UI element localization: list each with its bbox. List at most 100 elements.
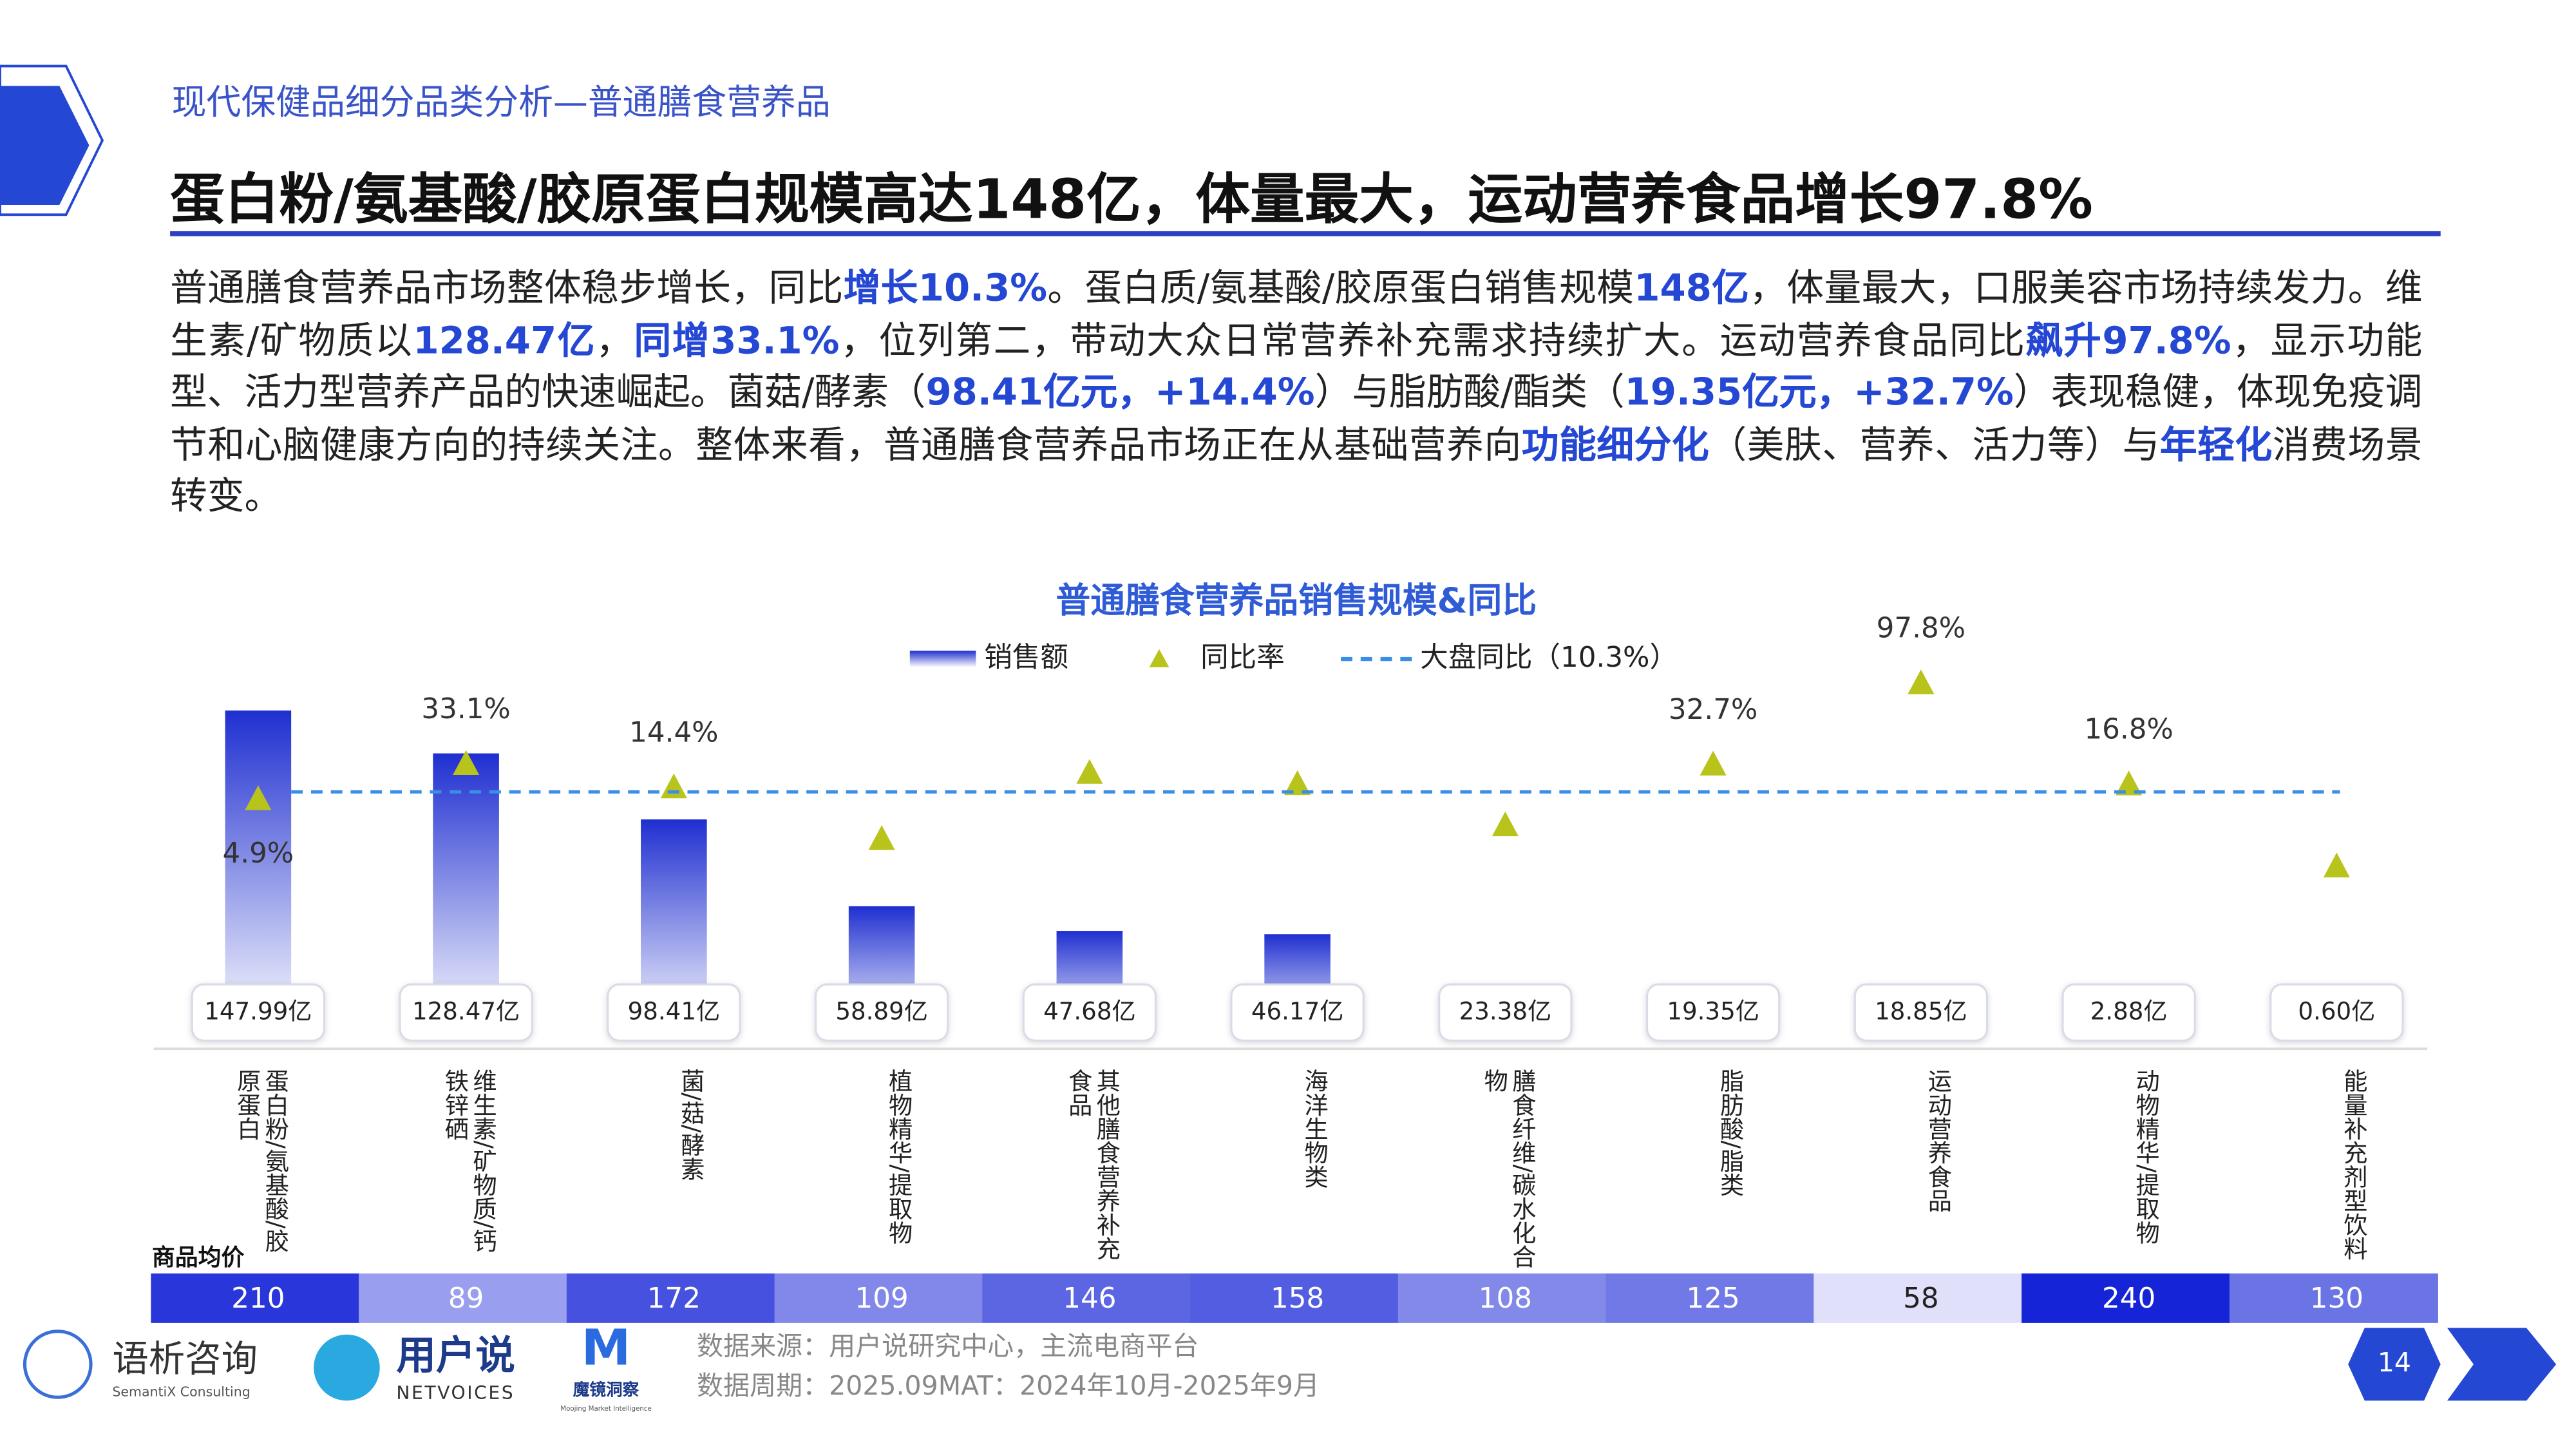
bar [225,711,292,1036]
value-label-box [1853,983,1988,1042]
value-label: 58.89亿 [835,997,928,1025]
price-value: 125 [1687,1283,1740,1315]
growth-marker [1700,750,1727,776]
text: 消费场景转变。 [170,423,2423,519]
x-tick-label: 能量补充剂型饮料 [2340,1068,2367,1261]
highlight: 年轻化 [2159,423,2273,467]
value-label: 33.1% [421,693,510,725]
highlight: 148亿 [1634,267,1750,311]
price-value: 158 [1271,1283,1324,1315]
value-label: 2.88亿 [2090,997,2168,1025]
price-cell [2022,1273,2231,1323]
highlight: 128.47亿 [413,320,596,363]
brand-sub: NETVOICES [396,1382,515,1404]
value-label: 46.17亿 [1251,997,1344,1025]
value-label-box [191,983,325,1042]
price-cell [566,1273,775,1323]
price-value: 240 [2102,1283,2155,1315]
growth-marker [1076,759,1103,784]
price-value: 130 [2310,1283,2363,1315]
text: 普通膳食营养品市场整体稳步增长，同比 [170,267,844,311]
value-label: 32.7% [1669,694,1757,726]
text: （美肤、营养、活力等）与 [1709,423,2160,467]
text: 。蛋白质/氨基酸/胶原蛋白销售规模 [1047,267,1634,311]
growth-marker [245,785,272,810]
price-cell [1397,1273,1607,1323]
highlight: 98.41亿元，+14.4% [925,371,1315,415]
highlight: 增长10.3% [843,267,1048,311]
brand: 魔镜洞察 [573,1380,639,1400]
x-tick-label: 脂肪酸/脂类 [1716,1068,1743,1197]
value-label-box [1646,983,1781,1042]
decoration [0,86,90,205]
growth-marker [868,825,895,850]
price-value: 89 [448,1283,484,1315]
value-label-box [1438,983,1573,1042]
value-label-box [2061,983,2196,1042]
value-label: 4.9% [223,837,294,870]
text: ）表现稳健，体现免疫调节和心脑健康方向的持续关注。整体来看，普通膳食营养品市场正… [170,371,2423,467]
price-cell [774,1273,983,1323]
growth-marker [2323,852,2350,878]
chart-title: 普通膳食营养品销售规模&同比 [1056,580,1537,621]
highlight: 功能细分化 [1521,423,1710,467]
section-title: 现代保健品细分品类分析—普通膳食营养品 [171,82,831,122]
logo [23,1330,93,1399]
page-badge [2348,1328,2441,1401]
legend-label: 大盘同比（10.3%） [1420,642,1678,674]
brand: 语析咨询 [112,1338,258,1380]
text: ，位列第二，带动大众日常营养补充需求持续扩大。运动营养食品同比 [839,320,2026,363]
logo [314,1334,380,1401]
summary: 普通膳食营养品市场整体稳步增长，同比增长10.3%。蛋白质/氨基酸/胶原蛋白销售… [170,264,2422,524]
price-cell [151,1273,360,1323]
highlight: 19.35亿元，+32.7% [1624,371,2014,415]
x-tick-label: 菌/菇/酵素 [677,1068,704,1181]
value-label: 14.4% [629,716,718,749]
price-cell [1605,1273,1815,1323]
price-value: 210 [231,1283,285,1315]
highlight: 同增33.1% [634,320,840,363]
growth-marker [453,750,480,776]
value-label-box [1230,983,1365,1042]
price-value: 146 [1063,1283,1116,1315]
page-number: 14 [2378,1347,2411,1378]
value-label: 19.35亿 [1667,997,1759,1025]
value-label: 18.85亿 [1875,997,1967,1025]
growth-marker [1284,770,1311,796]
decoration [0,64,104,216]
brand-sub: Moojing Market Intelligence [560,1405,651,1413]
value-label: 0.60亿 [2298,997,2375,1025]
price-cell [1190,1273,1399,1323]
x-tick-label: 动物精华/提取物 [2132,1068,2159,1245]
value-label: 97.8% [1877,613,1965,645]
price-value: 108 [1479,1283,1532,1315]
x-tick-label: 蛋白粉/氨基酸/胶原蛋白 [233,1068,288,1253]
price-cell [359,1273,568,1323]
price-value: 58 [1903,1283,1938,1315]
value-label-box [2269,983,2404,1042]
value-label: 128.47亿 [412,997,520,1025]
price-value: 109 [855,1283,909,1315]
text: ）与脂肪酸/酯类（ [1314,371,1625,415]
decoration [2447,1328,2557,1401]
value-label: 16.8% [2084,714,2173,746]
brand-sub: SemantiX Consulting [112,1384,250,1400]
brand: 用户说 [396,1332,515,1378]
price-cell [982,1273,1191,1323]
legend-label: 销售额 [984,642,1068,674]
value-label: 98.41亿 [628,997,721,1025]
text: ， [596,320,634,363]
table-label: 商品均价 [152,1245,245,1271]
value-label: 147.99亿 [204,997,312,1025]
x-tick-label: 其他膳食营养补充食品 [1065,1068,1119,1261]
period: 数据周期：2025.09MAT：2024年10月-2025年9月 [697,1370,1320,1401]
growth-marker [660,773,687,799]
logo: M [582,1319,631,1377]
growth-marker [1492,811,1519,837]
text: ，体量最大，口服美容市场持续发力。维生素/矿物质以 [170,267,2423,363]
legend-swatch [1149,649,1170,667]
price-cell [1814,1273,2023,1323]
value-label: 23.38亿 [1459,997,1552,1025]
